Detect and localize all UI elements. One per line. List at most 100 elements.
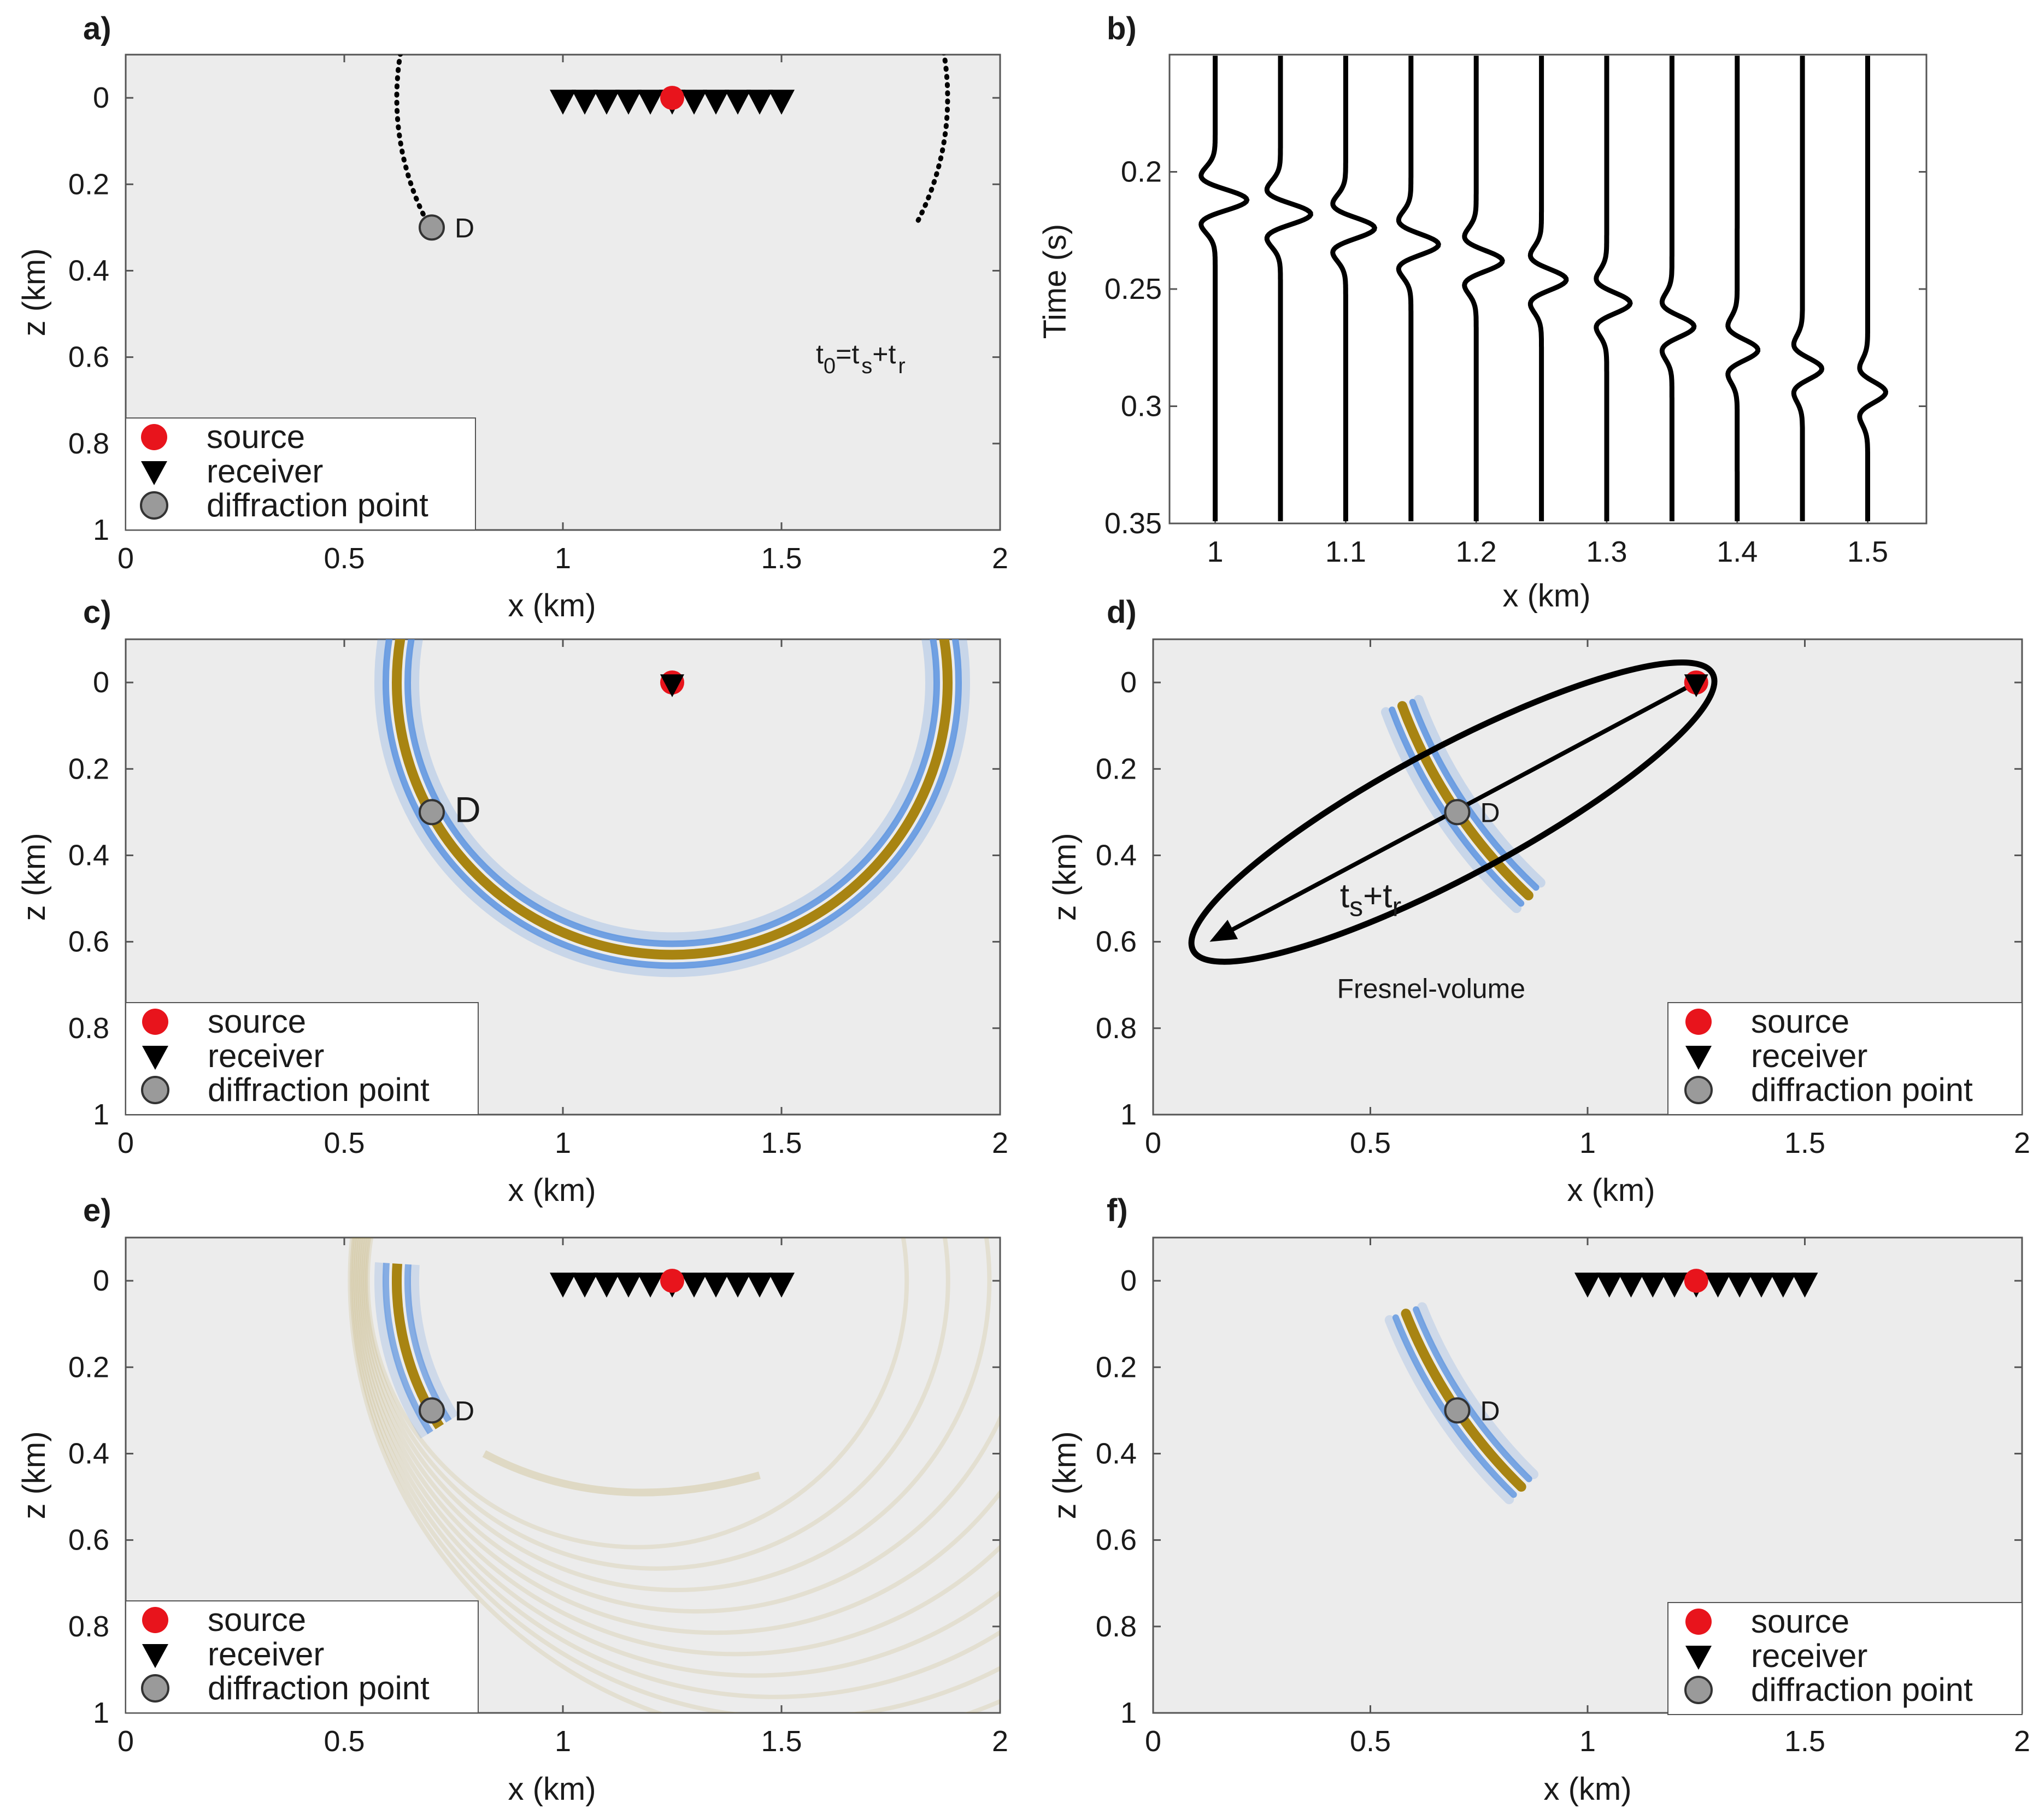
sensitivity-kernel-ring (374, 639, 970, 977)
x-ticks-c: 0 0.5 1 1.5 2 (117, 639, 1008, 1159)
x-tick-label: 0.5 (324, 1725, 365, 1758)
y-tick-label: 0.6 (68, 341, 109, 374)
x-ticks-e: 0 0.5 1 1.5 2 (117, 1238, 1008, 1758)
receiver-triangle (1640, 1273, 1666, 1298)
faint-kernel (351, 1238, 1000, 1699)
seismic-trace (1396, 56, 1441, 521)
legend-diffraction-label: diffraction point (207, 487, 428, 523)
panel-label-e: e) (83, 1193, 111, 1228)
y-tick-label: 0.2 (68, 752, 109, 785)
kernel-arc (383, 1263, 433, 1434)
seismic-trace (1462, 56, 1505, 521)
diffraction-point-d (1444, 799, 1471, 826)
y-tick-label: 0.8 (1096, 1610, 1137, 1643)
x-tick-label: 0 (1145, 1127, 1161, 1159)
panel-label-b: b) (1107, 11, 1137, 46)
d-label-a: D (455, 213, 474, 243)
legend-source-label: source (1751, 1603, 1849, 1640)
receiver-triangle (572, 1273, 598, 1298)
y-tick-label: 0.4 (1096, 839, 1137, 871)
panel-e: e) 0 0.2 0.4 0.6 0.8 1 0 0.5 1 1.5 2 x (km) z (km… (16, 1193, 1008, 1807)
x-tick-label: 0.5 (324, 542, 365, 575)
y-tick-label: 1 (93, 514, 109, 546)
y-tick-label: 1 (93, 1697, 109, 1729)
source-marker-f (1684, 1269, 1708, 1293)
faint-kernel (361, 1238, 992, 1592)
panel-d: d) 0 0.2 0.4 0.6 0.8 1 0 0.5 1 1.5 2 x (km) z (km… (1047, 594, 2030, 1208)
receiver-triangle (572, 90, 598, 115)
legend-diffraction-label: diffraction point (1751, 1071, 1973, 1108)
panel-label-f: f) (1107, 1193, 1128, 1228)
receiver-triangle (1705, 1273, 1731, 1298)
y-tick-label: 0.4 (1096, 1437, 1137, 1470)
receiver-marker-d (1684, 674, 1708, 697)
x-tick-label: 2 (2014, 1725, 2030, 1758)
x-axis-label-b: x (km) (1502, 578, 1590, 614)
kernel-lobe (404, 639, 940, 947)
x-tick-label: 0 (117, 542, 134, 575)
legend-receiver-label: receiver (1751, 1038, 1867, 1074)
legend-diffraction-icon (140, 491, 168, 520)
legend-box-c (125, 1002, 479, 1115)
y-tick-label: 0.4 (68, 254, 109, 287)
legend-diffraction-label: diffraction point (1751, 1671, 1973, 1708)
faint-kernel (363, 1238, 950, 1571)
y-axis-label-c: z (km) (16, 833, 52, 921)
receiver-triangle (681, 1273, 707, 1298)
d-label-e: D (455, 1395, 474, 1426)
x-axis-label-c: x (km) (508, 1173, 596, 1208)
x-tick-label: 1 (555, 1725, 571, 1758)
receiver-triangle (1596, 1273, 1623, 1298)
y-tick-label: 0.6 (1096, 1524, 1137, 1557)
diffraction-point-e (419, 1397, 445, 1424)
receiver-triangle (703, 90, 729, 115)
receiver-triangle (550, 90, 576, 115)
y-axis-label-a: z (km) (16, 248, 52, 336)
fresnel-volume-label: Fresnel-volume (1337, 973, 1526, 1004)
diffraction-point-f (1444, 1397, 1471, 1424)
legend-diffraction-icon (1684, 1076, 1713, 1104)
y-tick-label: 0.35 (1104, 507, 1162, 540)
receiver-triangle (594, 1273, 620, 1298)
x-tick-label: 1.5 (1784, 1127, 1825, 1159)
x-tick-label: 1 (555, 542, 571, 575)
y-tick-label: 0 (93, 81, 109, 114)
panel-label-c: c) (83, 594, 111, 630)
kernel-arc (1384, 1315, 1514, 1505)
d-label-c: D (455, 789, 481, 829)
y-ticks-a: 0 0.2 0.4 0.6 0.8 1 (68, 81, 1000, 546)
y-tick-label: 0 (93, 666, 109, 699)
seismic-trace (1857, 56, 1889, 521)
seismic-trace (1594, 56, 1633, 521)
kernel-lobe (409, 639, 935, 943)
legend-source-label: source (208, 1601, 306, 1638)
diffraction-point-a (419, 214, 445, 241)
legend-e: source receiver diffraction point (125, 1600, 479, 1713)
legend-d: source receiver diffraction point (1667, 1002, 2023, 1115)
y-axis-label-b: Time (s) (1037, 224, 1073, 339)
x-axis-label-a: x (km) (508, 588, 596, 623)
y-tick-label: 1 (1120, 1098, 1137, 1131)
receiver-triangle (637, 1273, 663, 1298)
receiver-triangle (1726, 1273, 1753, 1298)
panel-label-a: a) (83, 11, 111, 46)
x-tick-label: 2 (992, 542, 1008, 575)
x-tick-label: 0.5 (324, 1127, 365, 1159)
seismic-traces (1198, 56, 1889, 521)
x-axis-label-e: x (km) (508, 1771, 596, 1807)
panel-c: c) 0 0.2 0.4 0.6 0.8 1 0 0.5 1 1.5 2 x (km) z (km… (16, 594, 1008, 1208)
y-tick-label: 0.2 (1096, 752, 1137, 785)
receiver-marker-c (660, 674, 684, 697)
legend-diffraction-icon (141, 1076, 169, 1104)
x-tick-label: 1.5 (761, 1127, 802, 1159)
receiver-triangle (594, 90, 620, 115)
y-ticks-b: 0.2 0.25 0.3 0.35 (1104, 156, 1926, 540)
seismic-trace (1725, 56, 1761, 521)
y-tick-label: 0.4 (68, 1437, 109, 1470)
x-axis-label-f: x (km) (1543, 1771, 1631, 1807)
y-tick-label: 0.6 (1096, 926, 1137, 958)
x-tick-label: 1.1 (1325, 535, 1366, 568)
legend-receiver-icon (142, 1046, 168, 1070)
y-ticks-c: 0 0.2 0.4 0.6 0.8 1 (68, 666, 1000, 1131)
x-tick-label: 0.5 (1350, 1127, 1391, 1159)
